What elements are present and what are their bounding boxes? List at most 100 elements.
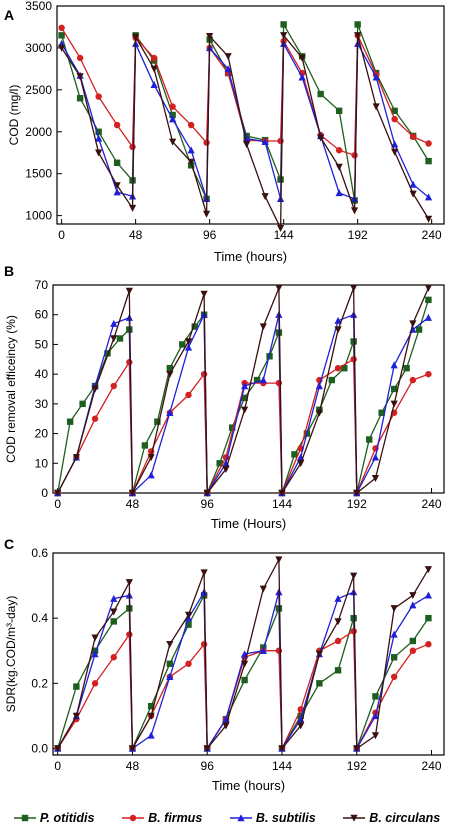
data-point: [166, 660, 174, 667]
x-tick-label: 144: [272, 497, 292, 511]
data-point: [390, 385, 398, 393]
x-tick-label: 192: [348, 228, 368, 242]
legend-label: P. otitidis: [39, 810, 95, 825]
data-point: [275, 379, 283, 387]
data-point: [128, 745, 137, 753]
data-point: [275, 284, 283, 292]
data-point: [291, 451, 298, 458]
legend-label: B. circulans: [369, 810, 441, 825]
data-point: [425, 370, 432, 378]
data-point: [54, 489, 62, 497]
panel-letter: C: [4, 536, 14, 552]
data-point: [390, 605, 398, 613]
data-point: [76, 73, 84, 81]
data-point: [350, 207, 359, 215]
data-point: [110, 608, 118, 616]
data-point: [350, 284, 358, 292]
data-point: [390, 361, 398, 369]
plot-frame: [56, 5, 445, 225]
data-point: [409, 601, 417, 609]
legend-marker: [237, 813, 245, 821]
data-point: [91, 415, 99, 422]
data-point: [110, 594, 118, 602]
data-point: [353, 489, 361, 497]
plot-frame: [52, 552, 445, 756]
y-tick-label: 0.2: [31, 676, 48, 690]
data-point: [334, 365, 342, 372]
data-point: [409, 647, 417, 654]
series-b-circulans: [58, 32, 433, 232]
data-point: [166, 370, 174, 378]
data-point: [350, 572, 358, 580]
data-point: [259, 323, 267, 331]
y-tick-label: 2500: [25, 83, 52, 97]
data-point: [275, 556, 283, 564]
data-point: [224, 65, 232, 73]
data-point: [391, 115, 398, 123]
data-point: [378, 409, 385, 416]
data-point: [371, 474, 380, 482]
data-point: [76, 54, 84, 62]
data-point: [350, 356, 357, 363]
data-point: [73, 683, 80, 690]
data-point: [110, 654, 117, 661]
x-axis-label: Time (hours): [214, 249, 287, 264]
x-axis-label: Time (hours): [212, 778, 285, 793]
y-tick-label: 10: [35, 456, 49, 470]
legend-marker: [350, 814, 358, 822]
data-point: [79, 400, 86, 408]
series-b-circulans: [54, 284, 433, 497]
series-line: [57, 358, 429, 496]
legend-item: P. otitidis: [13, 810, 95, 825]
x-tick-label: 96: [201, 497, 215, 511]
x-axis-label: Time (Hours): [211, 516, 286, 531]
y-axis-label: COD removal efficeincy (%): [4, 315, 18, 463]
data-point: [297, 460, 305, 468]
y-axis-label: COD (mg/l): [7, 85, 21, 146]
data-point: [425, 614, 432, 622]
data-point: [334, 667, 342, 674]
data-point: [132, 33, 140, 41]
data-point: [280, 32, 288, 40]
data-point: [113, 121, 121, 129]
y-axis-label: SDR(kg.COD/m³-day): [4, 596, 18, 713]
data-point: [261, 138, 269, 146]
data-point: [184, 611, 193, 619]
data-point: [424, 284, 433, 292]
data-point: [335, 189, 343, 197]
data-point: [91, 634, 99, 642]
data-point: [72, 454, 80, 462]
data-point: [243, 134, 251, 142]
data-point: [297, 706, 304, 713]
data-point: [298, 54, 306, 62]
data-point: [278, 745, 286, 753]
data-point: [334, 316, 342, 324]
data-point: [203, 139, 210, 146]
x-tick-label: 48: [126, 759, 140, 773]
data-point: [126, 631, 133, 638]
data-point: [241, 382, 249, 390]
data-point: [298, 73, 306, 81]
data-point: [328, 376, 336, 384]
panel-b: 0 48 96 144 192 240 0 10 20 30 40 50 60 70 Time (Hours…: [4, 263, 445, 531]
data-point: [91, 385, 99, 393]
data-point: [315, 382, 323, 390]
data-point: [390, 630, 398, 638]
data-point: [424, 591, 433, 599]
data-point: [317, 90, 324, 98]
data-point: [147, 702, 155, 710]
data-point: [276, 224, 285, 232]
data-point: [222, 466, 230, 474]
data-point: [141, 442, 149, 449]
x-tick-label: 240: [422, 228, 442, 242]
data-point: [187, 158, 195, 166]
data-point: [179, 341, 186, 348]
data-point: [425, 641, 432, 648]
data-point: [202, 210, 211, 218]
data-point: [187, 146, 195, 154]
series-line: [57, 630, 429, 752]
data-point: [259, 646, 267, 654]
panel-letter: A: [4, 7, 14, 23]
y-tick-label: 1000: [25, 209, 52, 223]
data-point: [228, 424, 236, 431]
